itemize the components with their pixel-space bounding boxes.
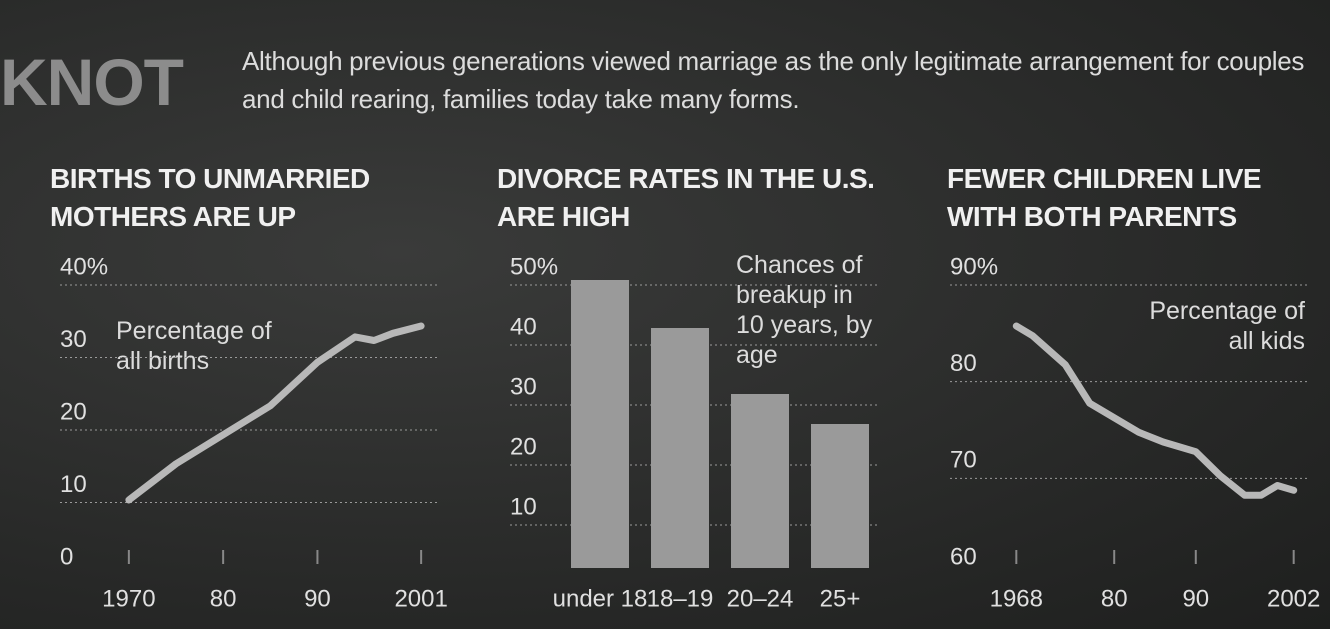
y-tick-label: 10	[510, 493, 537, 520]
x-tick-label: 90	[304, 585, 331, 612]
y-tick-label: 40%	[60, 253, 108, 280]
y-tick-label: 30	[60, 326, 87, 353]
y-tick-label: 40	[510, 313, 537, 340]
y-tick-label: 30	[510, 373, 537, 400]
x-tick-label: 18–19	[647, 585, 714, 612]
y-tick-label: 20	[60, 398, 87, 425]
bar	[651, 328, 709, 568]
x-tick-label: 20–24	[727, 585, 794, 612]
x-tick-label: 25+	[820, 585, 861, 612]
y-tick-label: 90%	[950, 253, 998, 280]
chart-title: BIRTHS TO UNMARRIED MOTHERS ARE UP	[50, 163, 370, 232]
y-tick-label: 70	[950, 447, 977, 474]
bar	[731, 394, 789, 568]
chart-title: DIVORCE RATES IN THE U.S. ARE HIGH	[497, 163, 875, 232]
x-tick-label: under 18	[553, 585, 648, 612]
intro-text: Although previous generations viewed mar…	[242, 46, 1305, 114]
y-tick-label: 0	[60, 543, 73, 570]
chart-title: FEWER CHILDREN LIVE WITH BOTH PARENTS	[947, 163, 1262, 232]
x-tick-label: 90	[1182, 585, 1209, 612]
x-tick-label: 2001	[394, 585, 447, 612]
data-line	[1012, 322, 1298, 499]
annotation: Chances of breakup in 10 years, by age	[736, 251, 873, 369]
x-tick-label: 1968	[990, 585, 1043, 612]
bar	[811, 424, 869, 568]
y-tick-label: 10	[60, 471, 87, 498]
y-tick-label: 60	[950, 543, 977, 570]
annotation: Percentage of all births	[116, 317, 272, 375]
x-tick-label: 2002	[1267, 585, 1320, 612]
y-tick-label: 20	[510, 433, 537, 460]
data-line	[125, 322, 425, 504]
header-title: KNOT	[0, 45, 184, 119]
y-tick-label: 50%	[510, 253, 558, 280]
annotation: Percentage of all kids	[1149, 297, 1305, 355]
x-tick-label: 80	[210, 585, 237, 612]
x-tick-label: 80	[1101, 585, 1128, 612]
x-tick-label: 1970	[102, 585, 155, 612]
y-tick-label: 80	[950, 350, 977, 377]
bar	[571, 280, 629, 568]
